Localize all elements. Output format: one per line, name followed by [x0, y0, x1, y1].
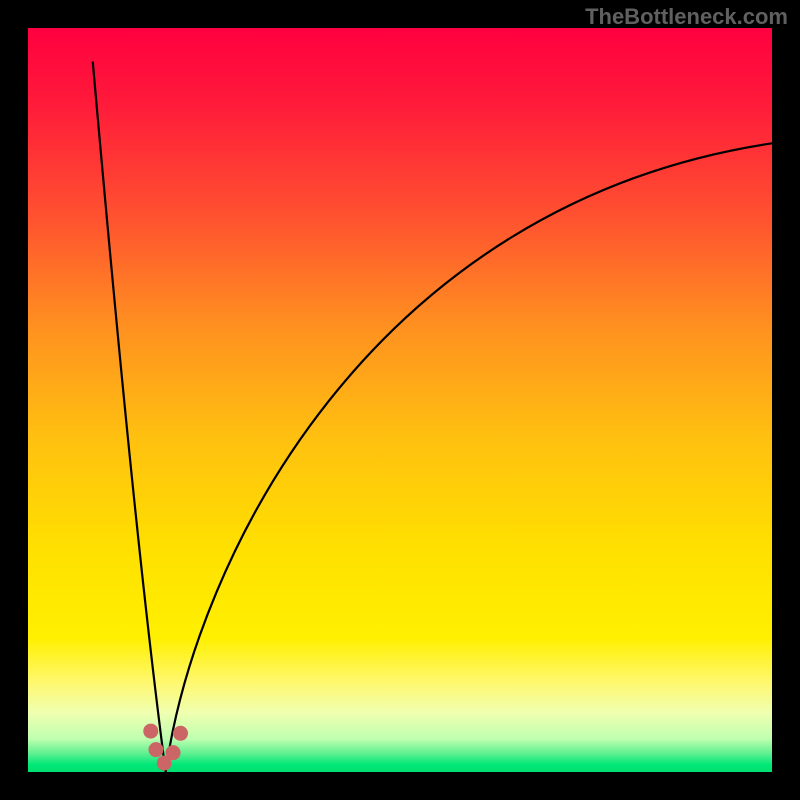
- chart-container: TheBottleneck.com: [0, 0, 800, 800]
- cusp-marker: [149, 743, 163, 757]
- bottleneck-chart: [0, 0, 800, 800]
- cusp-marker: [166, 746, 180, 760]
- cusp-marker: [144, 724, 158, 738]
- watermark-text: TheBottleneck.com: [585, 4, 788, 30]
- plot-background: [28, 28, 772, 772]
- cusp-marker: [174, 726, 188, 740]
